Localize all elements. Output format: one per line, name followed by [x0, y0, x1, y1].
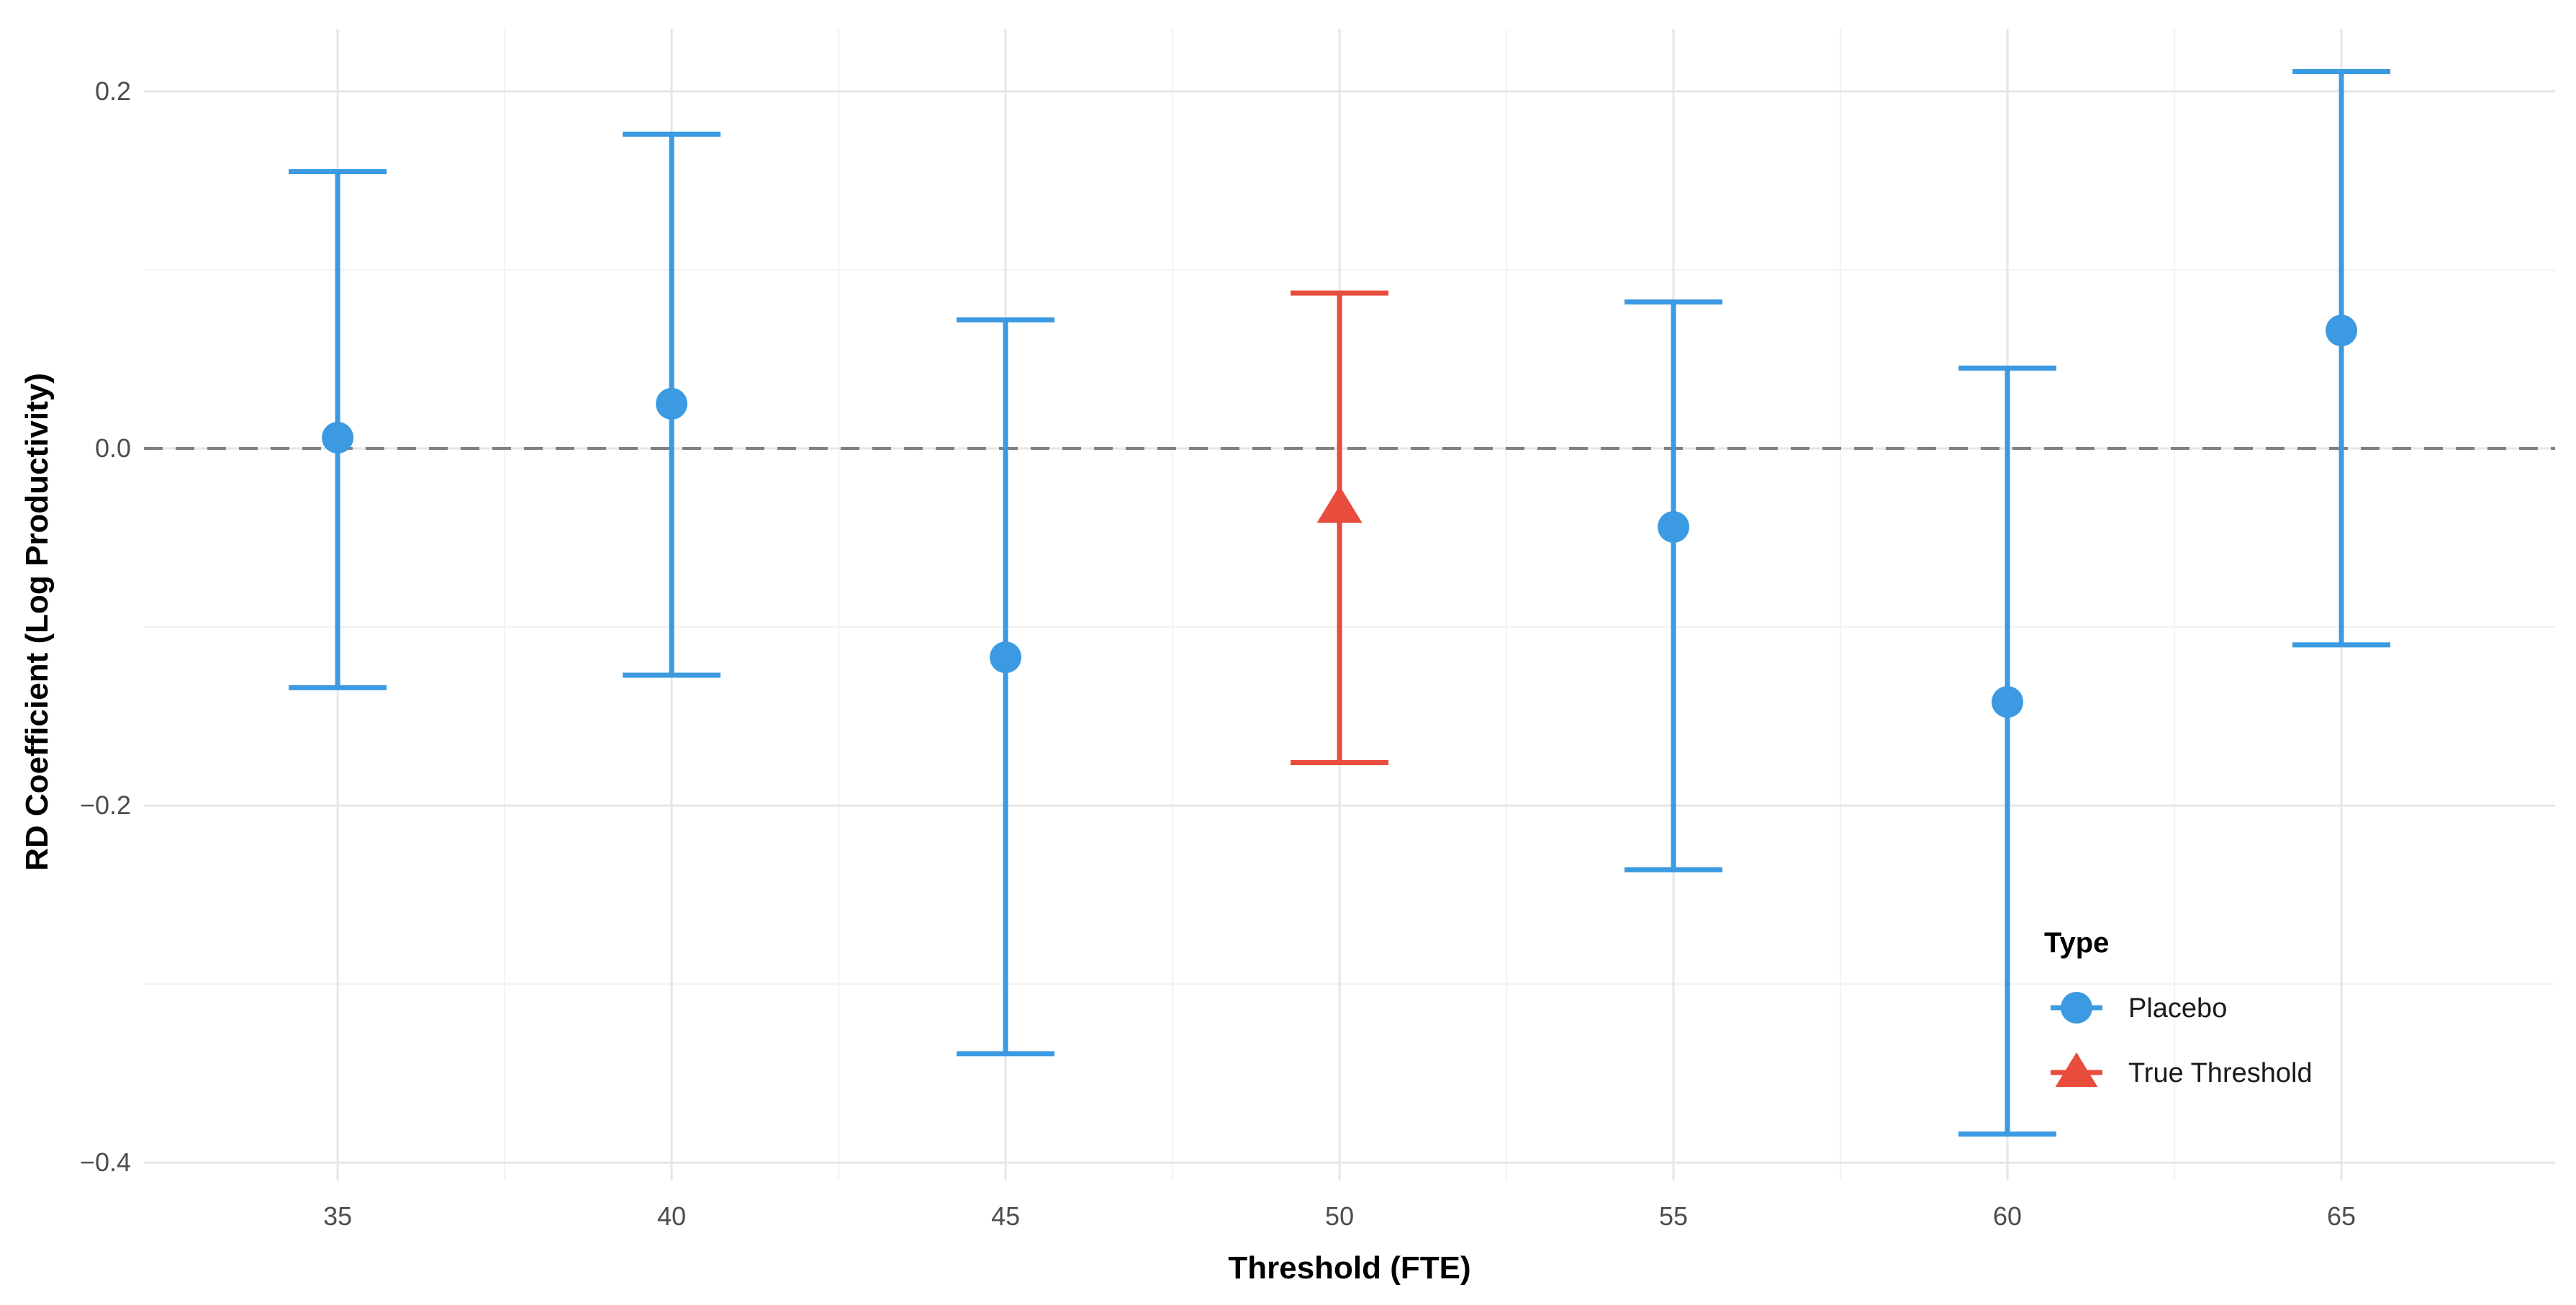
- placebo-point: [1992, 686, 2024, 718]
- legend-title: Type: [2044, 927, 2109, 959]
- error-bar-group: [1958, 365, 2057, 1137]
- y-tick-label: 0.2: [95, 76, 131, 106]
- legend-triangle-icon: [2055, 1052, 2098, 1088]
- x-tick-label: 40: [657, 1201, 686, 1231]
- chart-marks: [289, 69, 2391, 1137]
- x-tick-label: 65: [2327, 1201, 2356, 1231]
- x-tick-label: 35: [323, 1201, 352, 1231]
- legend-label: Placebo: [2128, 993, 2227, 1024]
- legend: Type Placebo True Threshold: [2044, 927, 2313, 1088]
- error-bar-group: [2292, 69, 2391, 648]
- x-tick-label: 55: [1659, 1201, 1688, 1231]
- legend-label: True Threshold: [2128, 1058, 2313, 1088]
- placebo-point: [656, 387, 688, 420]
- x-tick-label: 45: [991, 1201, 1020, 1231]
- placebo-point: [322, 422, 354, 454]
- legend-entry: Placebo: [2051, 992, 2227, 1024]
- placebo-point: [990, 641, 1022, 674]
- placebo-point: [2326, 315, 2358, 347]
- error-bar-group: [289, 168, 387, 690]
- error-bar-group: [623, 131, 721, 678]
- legend-circle-icon: [2061, 992, 2092, 1024]
- error-bar-group: [1291, 290, 1389, 766]
- x-tick-label: 60: [1993, 1201, 2022, 1231]
- x-tick-label: 50: [1325, 1201, 1354, 1231]
- legend-entry: True Threshold: [2051, 1052, 2313, 1088]
- placebo-point: [1658, 511, 1690, 543]
- axis-tick-labels: 0.2 0.0 −0.2 −0.4 35 40 45 50 55 60 65: [80, 76, 2356, 1231]
- error-bar-group: [957, 317, 1055, 1057]
- error-bar-group: [1624, 299, 1723, 872]
- true-threshold-point: [1316, 485, 1362, 523]
- y-tick-label: −0.2: [80, 790, 131, 820]
- y-tick-label: 0.0: [95, 433, 131, 463]
- y-axis-title: RD Coefficient (Log Productivity): [19, 373, 55, 871]
- y-tick-label: −0.4: [80, 1147, 131, 1177]
- x-axis-title: Threshold (FTE): [1228, 1250, 1470, 1286]
